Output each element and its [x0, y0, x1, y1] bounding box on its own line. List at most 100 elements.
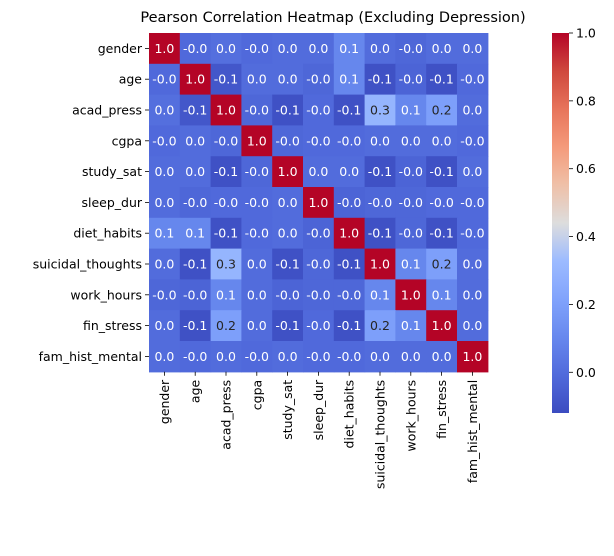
- cell-value-label: -0.1: [214, 226, 238, 241]
- cell-value-label: 0.0: [154, 257, 174, 272]
- heatmap-cell: [210, 94, 242, 126]
- cell-value-label: 0.0: [401, 133, 421, 148]
- cell-value-label: 0.0: [154, 318, 174, 333]
- heatmap-cell: [426, 279, 458, 311]
- cell-value-label: 1.0: [432, 318, 452, 333]
- heatmap-cell: [333, 310, 366, 342]
- cell-value-label: 0.0: [154, 103, 174, 118]
- cell-value-label: 1.0: [185, 72, 205, 87]
- heatmap-cell: [457, 125, 489, 157]
- heatmap-cell: [241, 33, 273, 65]
- heatmap-cell: [210, 63, 242, 96]
- heatmap-cell: [272, 187, 304, 219]
- cell-value-label: 0.0: [216, 41, 236, 56]
- y-tick-label: study_sat: [82, 164, 142, 179]
- y-tick-label: age: [119, 72, 143, 87]
- cell-value-label: -0.0: [337, 287, 361, 302]
- cell-value-label: 1.0: [278, 164, 298, 179]
- heatmap-cell: [333, 217, 366, 250]
- heatmap-cell: [364, 310, 396, 342]
- heatmap-cell: [149, 341, 181, 373]
- y-tick-label: fam_hist_mental: [39, 349, 142, 364]
- cell-value-label: 0.0: [247, 257, 267, 272]
- heatmap-cell: [179, 310, 212, 342]
- heatmap-cell: [241, 279, 273, 311]
- cell-value-label: -0.1: [275, 257, 299, 272]
- cell-value-label: -0.1: [368, 164, 392, 179]
- heatmap-cell: [457, 33, 489, 65]
- heatmap-cell: [272, 125, 304, 157]
- heatmap-cell: [333, 187, 366, 219]
- heatmap-cell: [333, 341, 366, 373]
- cell-value-label: -0.0: [306, 349, 330, 364]
- heatmap-cell: [395, 94, 427, 126]
- cell-value-label: 0.3: [216, 257, 236, 272]
- heatmap-cell: [272, 33, 304, 65]
- cell-value-label: 0.0: [278, 195, 298, 210]
- heatmap-cell: [303, 187, 335, 219]
- colorbar-tick-label: 0.6: [576, 161, 596, 176]
- x-tick-labels: gender age acad_press cgpa study_sat sleep_du…: [157, 371, 480, 489]
- cell-value-label: 0.0: [462, 257, 482, 272]
- heatmap-cell: [179, 33, 212, 65]
- heatmap-cell: [395, 341, 427, 373]
- cell-value-label: 0.1: [216, 287, 236, 302]
- cell-value-label: 0.0: [154, 195, 174, 210]
- heatmap-cell: [303, 217, 335, 250]
- cell-value-label: -0.1: [214, 72, 238, 87]
- heatmap-cell: [210, 279, 242, 311]
- heatmap-cell: [210, 33, 242, 65]
- cell-value-label: -0.0: [306, 318, 330, 333]
- cell-value-label: -0.0: [337, 133, 361, 148]
- heatmap-cell: [241, 63, 273, 96]
- cell-value-label: 0.0: [247, 287, 267, 302]
- y-tick-label: suicidal_thoughts: [33, 257, 142, 272]
- cell-value-label: -0.1: [183, 318, 207, 333]
- cell-value-label: -0.0: [337, 349, 361, 364]
- heatmap-cell: [457, 217, 489, 250]
- heatmap-cell: [241, 217, 273, 250]
- heatmap-cell: [457, 279, 489, 311]
- heatmap-cell: [333, 63, 366, 96]
- heatmap-cell: [179, 279, 212, 311]
- heatmap-cell: [241, 187, 273, 219]
- heatmap-cell: [395, 156, 427, 188]
- cell-value-label: 0.1: [185, 226, 205, 241]
- y-tick-label: cgpa: [112, 133, 142, 148]
- heatmap-cell: [426, 341, 458, 373]
- heatmap-cell: [210, 248, 242, 280]
- x-tick-label: fin_stress: [434, 380, 449, 439]
- x-tick-label: suicidal_thoughts: [373, 380, 388, 489]
- cell-value-label: -0.0: [152, 72, 176, 87]
- heatmap-cell: [303, 248, 335, 280]
- cell-value-label: -0.0: [337, 195, 361, 210]
- cell-value-label: 0.0: [462, 287, 482, 302]
- cell-value-label: 0.0: [308, 164, 328, 179]
- heatmap-cell: [272, 279, 304, 311]
- cell-value-label: -0.1: [368, 72, 392, 87]
- cell-value-label: 0.1: [401, 103, 421, 118]
- heatmap-cell: [241, 125, 273, 157]
- heatmap-cell: [395, 310, 427, 342]
- heatmap-cell: [149, 156, 181, 188]
- x-tick-label: work_hours: [403, 380, 418, 452]
- cell-value-label: -0.1: [337, 318, 361, 333]
- cell-value-label: 0.0: [462, 103, 482, 118]
- heatmap-cell: [426, 248, 458, 280]
- heatmap-cell: [179, 63, 212, 96]
- cell-value-label: 1.0: [154, 41, 174, 56]
- cell-value-label: 0.0: [185, 133, 205, 148]
- heatmap-cell: [426, 33, 458, 65]
- cell-value-label: 1.0: [216, 103, 236, 118]
- heatmap-cell: [241, 248, 273, 280]
- cell-value-label: 0.0: [185, 164, 205, 179]
- heatmap-cell: [179, 187, 212, 219]
- heatmap-cell: [210, 310, 242, 342]
- cell-value-label: -0.0: [460, 195, 484, 210]
- heatmap-cell: [303, 310, 335, 342]
- heatmap-cell: [395, 63, 427, 96]
- heatmap-cell: [272, 248, 304, 280]
- cell-value-label: 0.0: [278, 349, 298, 364]
- chart-title: Pearson Correlation Heatmap (Excluding D…: [140, 10, 525, 26]
- cell-value-label: 1.0: [462, 349, 482, 364]
